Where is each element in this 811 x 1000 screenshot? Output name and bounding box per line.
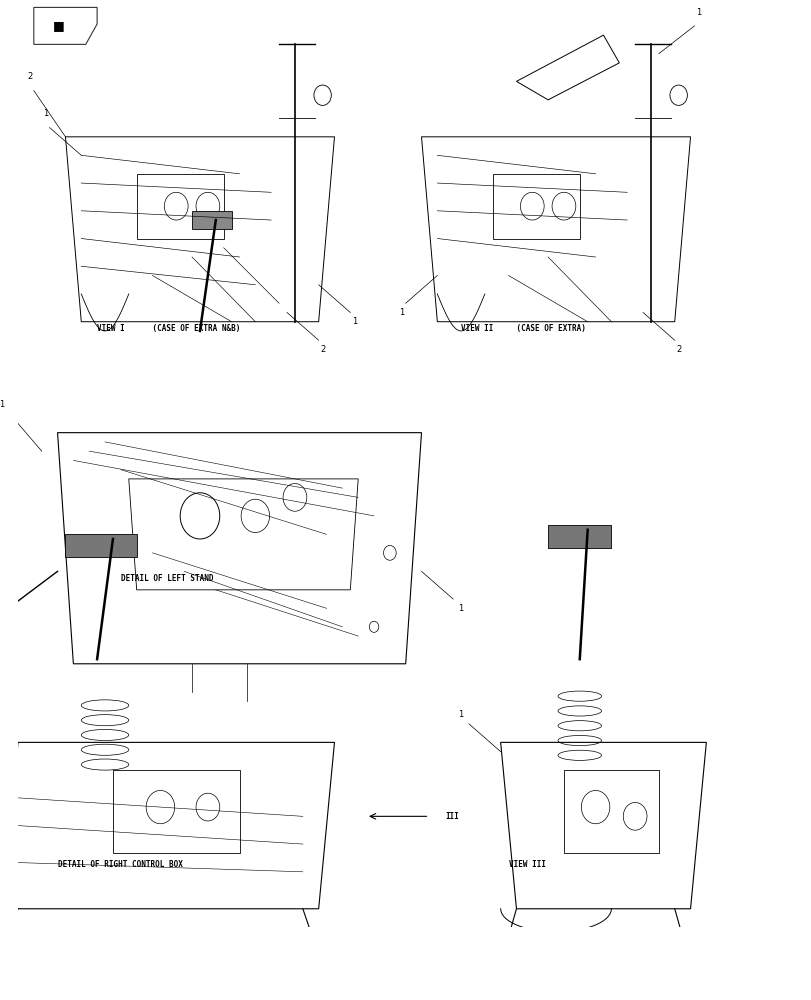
Text: 1: 1: [0, 400, 5, 409]
Bar: [547, 525, 611, 548]
Text: 2: 2: [676, 345, 680, 354]
Bar: [113, 770, 239, 853]
Text: 1: 1: [43, 109, 48, 118]
Text: DETAIL OF RIGHT CONTROL BOX: DETAIL OF RIGHT CONTROL BOX: [58, 860, 182, 869]
Text: VIEW II     (CASE OF EXTRA): VIEW II (CASE OF EXTRA): [461, 324, 586, 333]
Text: 1: 1: [351, 317, 357, 326]
Polygon shape: [34, 7, 97, 44]
Bar: [66, 534, 136, 557]
Bar: [192, 211, 231, 229]
Bar: [492, 174, 579, 239]
Text: 2: 2: [28, 72, 32, 81]
Text: 1: 1: [458, 710, 463, 719]
Text: DETAIL OF LEFT STAND: DETAIL OF LEFT STAND: [121, 574, 213, 583]
Text: 1: 1: [399, 308, 404, 317]
Text: ■: ■: [54, 19, 65, 32]
Text: VIEW I      (CASE OF EXTRA N&B): VIEW I (CASE OF EXTRA N&B): [97, 324, 240, 333]
Text: 2: 2: [320, 345, 325, 354]
Bar: [564, 770, 658, 853]
Text: 1: 1: [695, 8, 700, 17]
Text: III: III: [444, 812, 458, 821]
Bar: [136, 174, 224, 239]
Text: VIEW III: VIEW III: [508, 860, 545, 869]
Text: 1: 1: [458, 604, 463, 613]
